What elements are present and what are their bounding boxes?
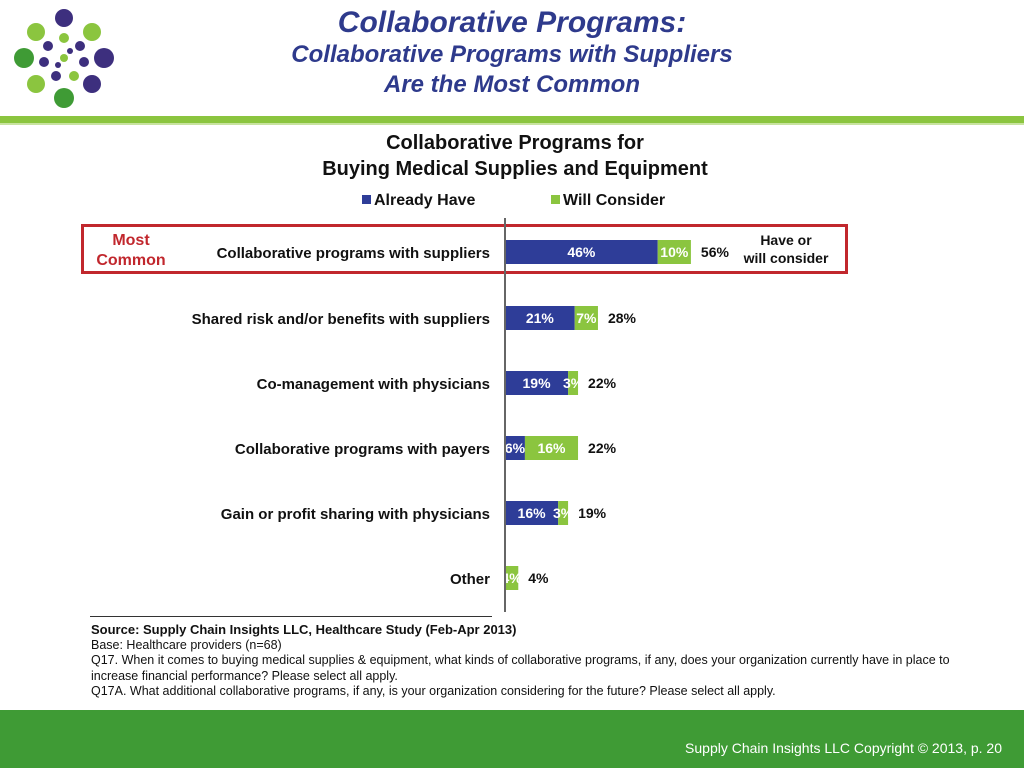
data-label-already-have-co-management-with-physicians: 19% [523, 375, 552, 391]
total-label-co-management-with-physicians: 22% [588, 375, 617, 391]
total-label-shared-risk-and-or-benefits-with-suppliers: 28% [608, 310, 637, 326]
bar-will-consider-gain-or-profit-sharing-with-physicians [558, 501, 569, 525]
data-label-will-consider-other: 4% [502, 570, 523, 586]
page-subtitle-line1: Collaborative Programs with Suppliers [291, 41, 733, 68]
legend-swatch-will-consider [551, 195, 560, 204]
data-label-will-consider-collaborative-programs-with-payers: 16% [537, 440, 566, 456]
chart-title: Collaborative Programs for Buying Medica… [200, 130, 830, 182]
category-label-other: Other [450, 571, 490, 588]
category-label-collaborative-programs-with-payers: Collaborative programs with payers [235, 441, 490, 458]
page-subtitle-line2: Are the Most Common [383, 71, 640, 98]
source-notes: Source: Supply Chain Insights LLC, Healt… [91, 622, 951, 700]
question-q17a: Q17A. What additional collaborative prog… [91, 684, 776, 698]
question-q17: Q17. When it comes to buying medical sup… [91, 653, 950, 683]
page-title: Collaborative Programs: [337, 6, 687, 39]
source-divider [90, 616, 492, 617]
chart-title-line2: Buying Medical Supplies and Equipment [322, 158, 708, 180]
page-title-block: Collaborative Programs: Collaborative Pr… [160, 6, 864, 100]
bar-already-have-co-management-with-physicians [505, 371, 569, 395]
legend-swatch-already-have [362, 195, 371, 204]
data-label-already-have-collaborative-programs-with-suppliers: 46% [567, 244, 596, 260]
bar-will-consider-shared-risk-and-or-benefits-with-suppliers [574, 306, 598, 330]
most-common-label: Most Common [96, 232, 166, 269]
chart-title-line1: Collaborative Programs for [386, 132, 644, 154]
data-label-already-have-collaborative-programs-with-payers: 6% [505, 440, 526, 456]
bar-will-consider-collaborative-programs-with-payers [524, 436, 579, 460]
have-or-label: Have or [760, 232, 812, 248]
will-consider-label: will consider [743, 250, 829, 266]
footer-copyright: Supply Chain Insights LLC Copyright © 20… [685, 740, 1002, 756]
data-label-will-consider-collaborative-programs-with-suppliers: 10% [660, 244, 689, 260]
bar-will-consider-other [505, 566, 519, 590]
bar-will-consider-collaborative-programs-with-suppliers [657, 240, 691, 264]
source-text: Source: Supply Chain Insights LLC, Healt… [91, 622, 517, 637]
legend-label-will-consider: Will Consider [563, 192, 666, 209]
legend-item-will-consider: Will Consider [551, 192, 665, 210]
bar-already-have-gain-or-profit-sharing-with-physicians [505, 501, 559, 525]
data-label-already-have-gain-or-profit-sharing-with-physicians: 16% [518, 505, 547, 521]
data-label-will-consider-gain-or-profit-sharing-with-physicians: 3% [553, 505, 574, 521]
header-divider [0, 116, 1024, 123]
legend-label-already-have: Already Have [374, 192, 476, 209]
bar-already-have-collaborative-programs-with-suppliers [505, 240, 658, 264]
most-common-highlight-box [81, 224, 848, 274]
base-text: Base: Healthcare providers (n=68) [91, 637, 282, 652]
total-label-other: 4% [528, 570, 549, 586]
footer-bar [0, 710, 1024, 768]
category-label-co-management-with-physicians: Co-management with physicians [257, 376, 490, 393]
bar-already-have-shared-risk-and-or-benefits-with-suppliers [505, 306, 575, 330]
category-label-collaborative-programs-with-suppliers: Collaborative programs with suppliers [217, 245, 490, 262]
bar-will-consider-co-management-with-physicians [568, 371, 579, 395]
company-logo [14, 9, 114, 108]
category-label-gain-or-profit-sharing-with-physicians: Gain or profit sharing with physicians [221, 506, 490, 523]
category-label-shared-risk-and-or-benefits-with-suppliers: Shared risk and/or benefits with supplie… [192, 311, 490, 328]
have-or-will-consider-label: Have or will consider [738, 231, 834, 267]
data-label-already-have-shared-risk-and-or-benefits-with-suppliers: 21% [526, 310, 555, 326]
bar-already-have-collaborative-programs-with-payers [505, 436, 525, 460]
data-label-will-consider-co-management-with-physicians: 3% [563, 375, 584, 391]
total-label-collaborative-programs-with-payers: 22% [588, 440, 617, 456]
total-label-collaborative-programs-with-suppliers: 56% [701, 244, 730, 260]
total-label-gain-or-profit-sharing-with-physicians: 19% [578, 505, 607, 521]
header-divider-shadow [0, 123, 1024, 125]
data-label-will-consider-shared-risk-and-or-benefits-with-suppliers: 7% [576, 310, 597, 326]
legend-item-already-have: Already Have [362, 192, 475, 210]
